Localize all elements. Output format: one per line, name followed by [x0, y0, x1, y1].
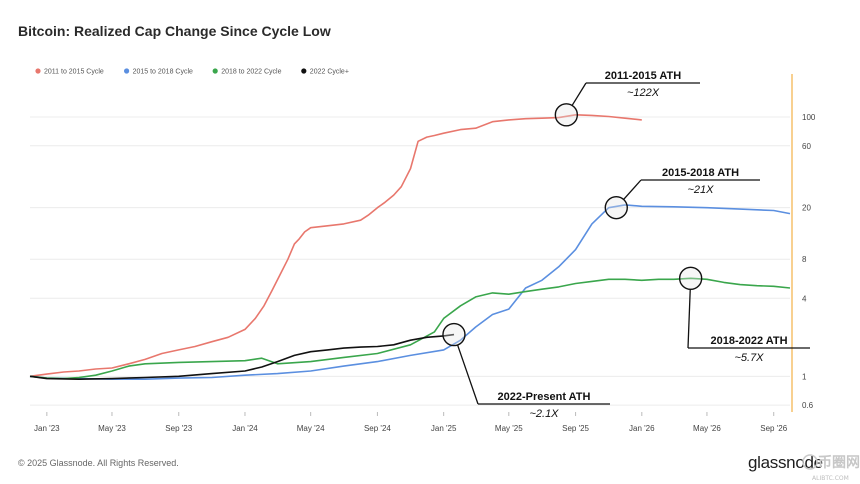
annotation-title: 2011-2015 ATH — [605, 70, 681, 82]
y-tick-label: 20 — [802, 204, 811, 213]
legend: 2011 to 2015 Cycle 2015 to 2018 Cycle 2018… — [35, 68, 349, 76]
x-tick-label: Sep '25 — [562, 424, 589, 433]
y-tick-label: 1 — [802, 372, 807, 381]
y-tick-label: 0.6 — [802, 401, 814, 410]
annotation-leader — [571, 82, 587, 106]
series-lines — [29, 114, 791, 381]
legend-marker — [212, 68, 218, 74]
x-axis-ticks: Jan '23 May '23 Sep '23 Jan '24 May '24 Sep '… — [34, 412, 788, 433]
x-tick-label: May '23 — [98, 424, 126, 433]
legend-label: 2011 to 2015 Cycle — [44, 69, 104, 76]
legend-marker — [301, 68, 307, 74]
chart-title: Bitcoin: Realized Cap Change Since Cycle… — [18, 23, 331, 39]
annotation-leader — [623, 179, 642, 200]
x-tick-label: May '24 — [297, 424, 325, 433]
series-line — [29, 114, 642, 378]
annotation-title: 2015-2018 ATH — [662, 167, 739, 179]
y-axis-ticks: 0.6 1 4 8 20 60 100 — [802, 113, 816, 410]
annotation-leader — [456, 344, 479, 405]
legend-marker — [124, 68, 130, 74]
watermark-text: 币圈网 — [818, 455, 860, 471]
x-tick-label: Jan '23 — [34, 424, 60, 433]
annotation-title: 2018-2022 ATH — [710, 335, 787, 347]
annotation-subtitle: ~21X — [688, 184, 715, 196]
watermark-coin-icon — [802, 454, 818, 470]
legend-label: 2015 to 2018 Cycle — [133, 69, 193, 76]
annotation-subtitle: ~122X — [627, 87, 660, 99]
x-tick-label: Sep '24 — [364, 424, 391, 433]
annotation-marker — [678, 266, 703, 291]
y-tick-label: 4 — [802, 294, 807, 303]
copyright-text: © 2025 Glassnode. All Rights Reserved. — [18, 458, 179, 468]
legend-label: 2018 to 2022 Cycle — [221, 69, 281, 76]
legend-label: 2022 Cycle+ — [310, 69, 349, 76]
annotation-marker — [554, 103, 579, 127]
x-tick-label: Jan '25 — [431, 424, 457, 433]
y-tick-label: 60 — [802, 142, 811, 151]
x-tick-label: Sep '26 — [760, 424, 787, 433]
annotation-subtitle: ~2.1X — [529, 408, 559, 420]
grid — [30, 74, 793, 412]
series-line — [29, 277, 791, 380]
annotation-marker — [604, 195, 628, 220]
x-tick-label: May '26 — [693, 424, 721, 433]
x-tick-label: Sep '23 — [165, 424, 192, 433]
annotations: 2011-2015 ATH ~122X 2015-2018 ATH ~21X 2018-… — [442, 70, 810, 420]
x-tick-label: Jan '24 — [232, 424, 258, 433]
watermark: 币圈网 ALIBTC.COM — [802, 454, 860, 482]
annotation-subtitle: ~5.7X — [734, 352, 764, 364]
y-tick-label: 8 — [802, 255, 807, 264]
series-line — [29, 333, 455, 381]
annotation-marker — [442, 322, 466, 347]
x-tick-label: Jan '26 — [629, 424, 655, 433]
watermark-url: ALIBTC.COM — [812, 475, 849, 482]
series-line — [29, 204, 791, 381]
annotation-title: 2022-Present ATH — [498, 391, 591, 403]
x-tick-label: May '25 — [495, 424, 523, 433]
legend-marker — [35, 68, 41, 74]
y-tick-label: 100 — [802, 113, 816, 122]
annotation-leader — [687, 289, 691, 349]
